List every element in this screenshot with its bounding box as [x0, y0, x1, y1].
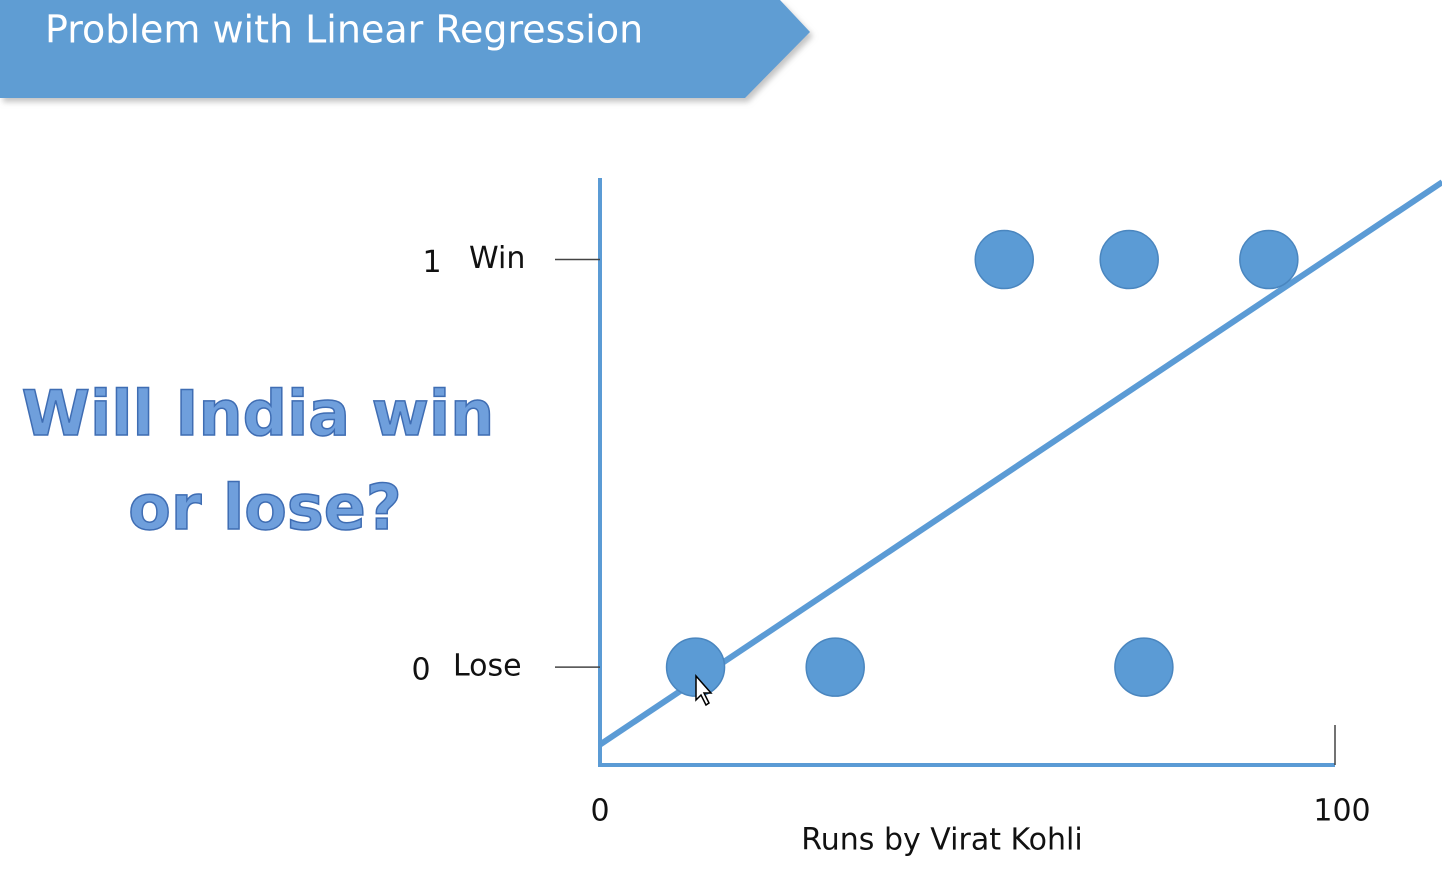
question-line: or lose?: [128, 471, 402, 544]
question-line: Will India win: [22, 377, 495, 450]
x-axis-title: Runs by Virat Kohli: [801, 823, 1082, 858]
data-point: [974, 229, 1034, 290]
data-point: [1099, 229, 1159, 290]
y-tick-name: Win: [469, 241, 525, 276]
y-tick-name: Lose: [453, 649, 522, 684]
data-point: [1239, 229, 1299, 290]
fit-line: [598, 179, 1442, 748]
y-tick-label: 1: [422, 245, 441, 280]
slide-title: Problem with Linear Regression: [45, 8, 643, 52]
cursor: [695, 674, 713, 707]
y-tick-label: 0: [411, 653, 430, 688]
data-point: [1114, 637, 1174, 697]
x-tick-label: 100: [1313, 794, 1370, 829]
x-tick-label: 0: [590, 794, 609, 829]
plot: 0 Lose 1 Win 0 100 Runs by Virat Kohli: [411, 178, 1442, 858]
data-point: [805, 637, 865, 697]
title-banner: [0, 0, 810, 98]
